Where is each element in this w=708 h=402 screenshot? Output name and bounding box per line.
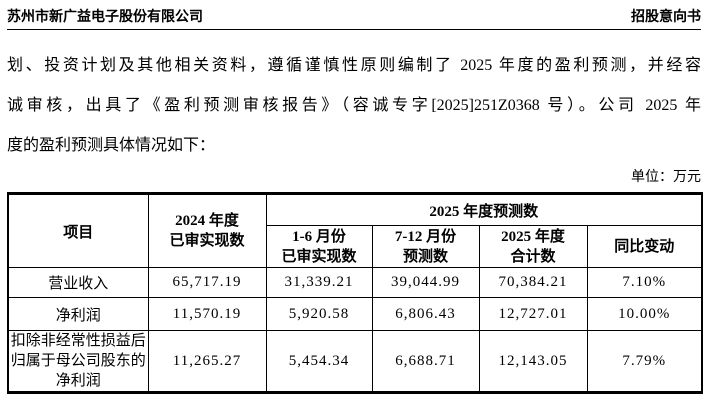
intro-paragraph: 划、投资计划及其他相关资料，遵循谨慎性原则编制了 2025 年度的盈利预测，并经…: [7, 46, 701, 166]
cell-item: 扣除非经常性损益后归属于母公司股东的净利润: [7, 330, 149, 393]
header-2024-actual: 2024 年度 已审实现数: [147, 193, 267, 268]
paragraph-line-1: 划、投资计划及其他相关资料，遵循谨慎性原则编制了 2025 年度的盈利预测，并经…: [7, 57, 701, 74]
cell-item: 营业收入: [7, 267, 149, 298]
cell-item: 净利润: [7, 297, 149, 331]
profit-forecast-table: 项目 2024 年度 已审实现数 2025 年度预测数 1-6 月份 已审实现数…: [7, 192, 704, 394]
header-yoy-change-line1: 同比变动: [614, 238, 675, 255]
cell-2025-total: 12,727.01: [478, 297, 588, 331]
cell-2024-actual: 11,570.19: [147, 297, 267, 331]
cell-2025-h1: 5,454.34: [265, 330, 373, 393]
cell-2025-h2: 6,688.71: [371, 330, 480, 393]
cell-yoy-change: 7.79%: [586, 330, 703, 393]
cell-2025-h1: 31,339.21: [265, 267, 373, 298]
header-2024-actual-line2: 已审实现数: [169, 233, 245, 249]
header-2025-total-line2: 合计数: [510, 248, 556, 265]
cell-yoy-change: 10.00%: [586, 297, 703, 331]
header-item: 项目: [7, 193, 149, 268]
doc-type-label: 招股意向书: [631, 10, 701, 25]
header-2024-actual-line1: 2024 年度: [175, 213, 239, 229]
header-2025-h1-line1: 1-6 月份: [292, 228, 346, 245]
paragraph-line-2: 诚审核，出具了《盈利预测审核报告》（容诚专字[2025]251Z0368 号）。…: [7, 97, 701, 114]
table-header-row-group: 项目 2024 年度 已审实现数 2025 年度预测数: [7, 193, 703, 268]
header-2025-h1-line2: 已审实现数: [281, 248, 357, 265]
cell-2025-h2: 39,044.99: [371, 267, 480, 298]
header-2025-total-line1: 2025 年度: [501, 228, 565, 245]
header-2025-h2-line2: 预测数: [402, 248, 448, 265]
cell-2025-h2: 6,806.43: [371, 297, 480, 331]
cell-2024-actual: 65,717.19: [147, 267, 267, 298]
paragraph-line-3: 度的盈利预测具体情况如下：: [7, 137, 216, 154]
header-2025-h2-line1: 7-12 月份: [394, 228, 457, 245]
header-yoy-change: 同比变动: [586, 225, 703, 268]
header-2025-h1: 1-6 月份 已审实现数: [265, 225, 373, 268]
cell-2025-total: 70,384.21: [478, 267, 588, 298]
cell-2025-h1: 5,920.58: [265, 297, 373, 331]
cell-2024-actual: 11,265.27: [147, 330, 267, 393]
header-2025-h2: 7-12 月份 预测数: [371, 225, 480, 268]
table-header-row-sub: 1-6 月份 已审实现数 7-12 月份 预测数 2025 年度 合计数 同比变…: [8, 225, 703, 268]
table-row-net-profit: 净利润 11,570.19 5,920.58 6,806.43 12,727.0…: [7, 297, 703, 331]
header-2025-total: 2025 年度 合计数: [478, 225, 588, 268]
company-name: 苏州市新广益电子股份有限公司: [7, 10, 203, 25]
running-header: 苏州市新广益电子股份有限公司 招股意向书: [7, 0, 701, 30]
cell-2025-total: 12,143.05: [478, 330, 588, 393]
table-row-revenue: 营业收入 65,717.19 31,339.21 39,044.99 70,38…: [7, 267, 703, 298]
unit-label: 单位：万元: [631, 170, 701, 185]
header-2025-forecast-group: 2025 年度预测数: [265, 193, 703, 226]
table-row-deducted-net-profit: 扣除非经常性损益后归属于母公司股东的净利润 11,265.27 5,454.34…: [7, 330, 703, 393]
cell-yoy-change: 7.10%: [586, 267, 703, 298]
